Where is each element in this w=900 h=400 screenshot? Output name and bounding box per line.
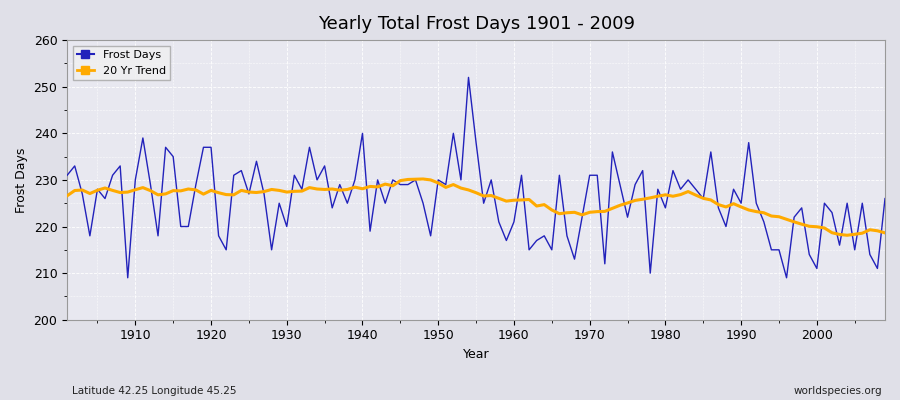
Text: worldspecies.org: worldspecies.org — [794, 386, 882, 396]
Y-axis label: Frost Days: Frost Days — [15, 147, 28, 213]
Title: Yearly Total Frost Days 1901 - 2009: Yearly Total Frost Days 1901 - 2009 — [318, 15, 634, 33]
Legend: Frost Days, 20 Yr Trend: Frost Days, 20 Yr Trend — [73, 46, 170, 80]
Text: Latitude 42.25 Longitude 45.25: Latitude 42.25 Longitude 45.25 — [72, 386, 237, 396]
X-axis label: Year: Year — [463, 348, 490, 361]
